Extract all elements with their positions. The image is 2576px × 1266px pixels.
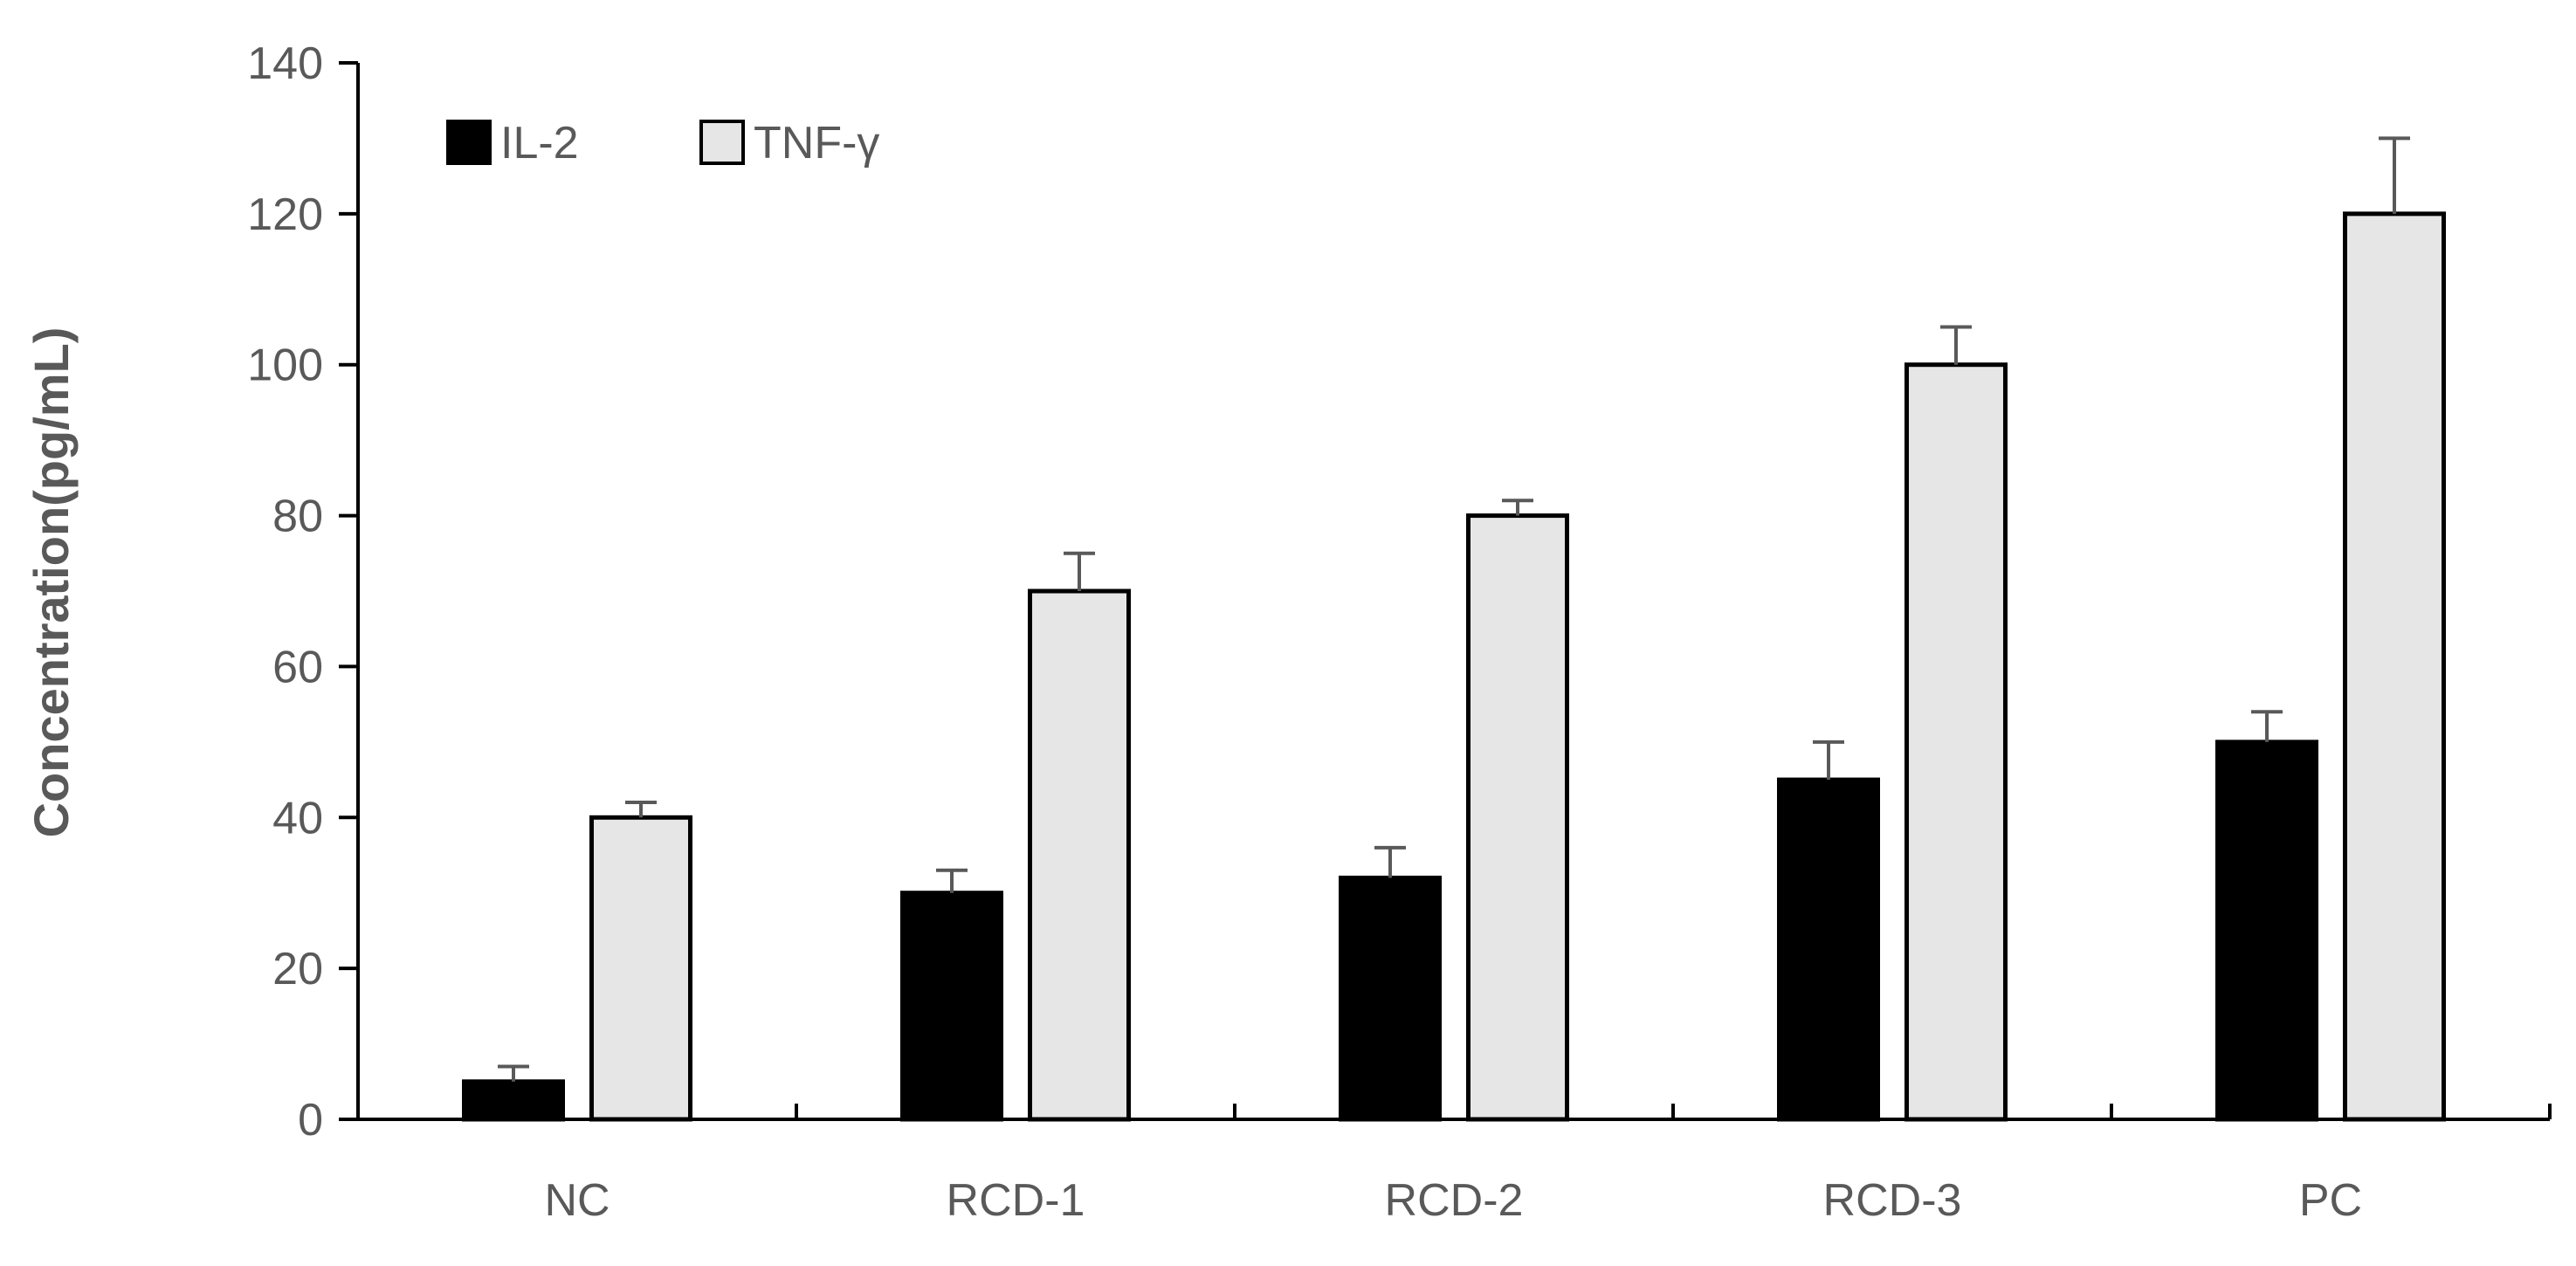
x-tick-label: NC	[544, 1175, 610, 1226]
y-axis-title: Concentration(pg/mL)	[24, 327, 79, 838]
x-tick-label: PC	[2299, 1175, 2362, 1226]
bar-il2-nc	[462, 1079, 565, 1122]
x-tick-label: RCD-2	[1385, 1175, 1524, 1226]
y-tick-label: 60	[272, 642, 323, 692]
bar-tnf-pc	[2343, 211, 2446, 1122]
legend-label: IL-2	[500, 118, 579, 169]
labels-layer: 0 20 40 60 80 100 120 140 NC RCD-1 RCD-2 RCD-3 PC	[247, 38, 2362, 1226]
legend-label: TNF-γ	[754, 118, 879, 169]
y-tick-label: 80	[272, 492, 323, 542]
y-tick-label: 140	[247, 38, 323, 89]
y-tick-label: 20	[272, 944, 323, 994]
legend-swatch	[699, 120, 745, 165]
bar-il2-rcd-2	[1339, 875, 1442, 1122]
bar-tnf-rcd-3	[1904, 362, 2008, 1122]
bar-il2-rcd-1	[900, 891, 1003, 1122]
legend: IL-2 TNF-γ	[446, 118, 879, 169]
error-bars-layer	[498, 136, 2410, 1082]
y-tick-label: 0	[298, 1095, 323, 1146]
x-tick-label: RCD-3	[1823, 1175, 1962, 1226]
legend-swatch	[446, 120, 492, 165]
bar-tnf-nc	[589, 815, 692, 1122]
x-tick-label: RCD-1	[947, 1175, 1085, 1226]
bar-tnf-rcd-2	[1466, 513, 1569, 1122]
bar-il2-rcd-3	[1777, 777, 1880, 1122]
bar-tnf-rcd-1	[1028, 588, 1131, 1122]
y-tick-label: 120	[247, 189, 323, 240]
bar-il2-pc	[2215, 740, 2318, 1122]
axes-layer	[339, 61, 2552, 1121]
bars-layer	[462, 211, 2446, 1122]
y-tick-label: 40	[272, 793, 323, 843]
y-tick-label: 100	[247, 341, 323, 391]
